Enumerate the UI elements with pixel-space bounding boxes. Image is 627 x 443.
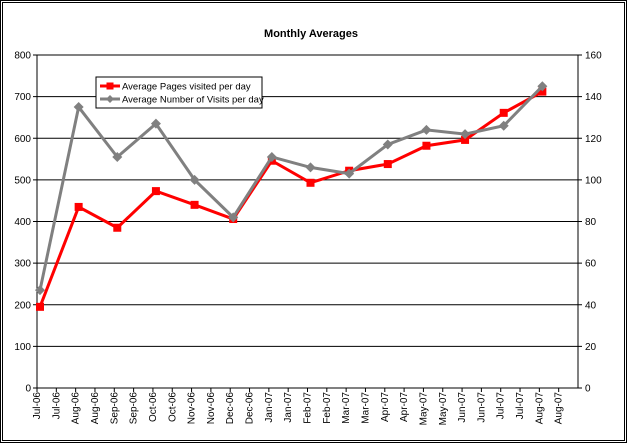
y-tick-label: 600: [14, 134, 31, 145]
x-tick-label: Aug-07: [554, 392, 565, 425]
x-tick-label: Jun-07: [457, 392, 468, 423]
x-tick-label: Feb-07: [303, 392, 314, 424]
y2-tick-label: 140: [585, 92, 602, 103]
point: [306, 178, 315, 187]
series-line: [38, 90, 544, 308]
x-tick-label: Jul-06: [51, 392, 62, 420]
point: [305, 162, 316, 173]
point: [499, 108, 508, 117]
point: [266, 151, 277, 162]
x-tick-label: Apr-07: [399, 392, 410, 422]
point: [421, 124, 432, 135]
point: [382, 139, 393, 150]
point: [422, 141, 431, 150]
y-tick-label: 0: [25, 384, 31, 395]
point: [150, 118, 161, 129]
y2-tick-label: 0: [585, 384, 591, 395]
x-tick-label: Jul-07: [515, 392, 526, 420]
x-tick-label: Nov-06: [206, 392, 217, 425]
y-tick-label: 800: [14, 51, 31, 62]
x-tick-label: Jan-07: [283, 392, 294, 423]
y2-tick-label: 40: [585, 300, 597, 311]
point: [538, 87, 547, 96]
y2-tick-label: 100: [585, 175, 602, 186]
x-tick-label: Jan-07: [264, 392, 275, 423]
legend-marker: [106, 82, 114, 90]
y-tick-label: 100: [14, 342, 31, 353]
x-tick-label: Feb-07: [322, 392, 333, 424]
x-tick-label: Oct-06: [167, 392, 178, 422]
x-tick-label: Sep-06: [109, 392, 120, 425]
x-tick-label: Dec-06: [245, 392, 256, 425]
series-line: [38, 85, 544, 291]
x-tick-label: Aug-06: [90, 392, 101, 425]
y-tick-label: 400: [14, 217, 31, 228]
x-tick-label: Apr-07: [380, 392, 391, 422]
x-tick-label: Sep-06: [129, 392, 140, 425]
point: [112, 151, 123, 162]
y2-tick-label: 80: [585, 217, 597, 228]
point: [73, 102, 84, 113]
y-tick-label: 500: [14, 175, 31, 186]
point: [190, 200, 199, 209]
point: [383, 160, 392, 169]
point: [74, 202, 83, 211]
legend-label: Average Number of Visits per day: [122, 95, 264, 106]
point: [537, 81, 548, 92]
chart-title: Monthly Averages: [264, 28, 358, 40]
y2-tick-label: 160: [585, 51, 602, 62]
x-tick-label: Jun-07: [476, 392, 487, 423]
x-tick-label: Mar-07: [341, 392, 352, 424]
x-tick-label: Nov-06: [187, 392, 198, 425]
y2-tick-label: 60: [585, 259, 597, 270]
x-tick-label: Aug-07: [534, 392, 545, 425]
point: [460, 129, 471, 140]
x-tick-label: Jul-06: [32, 392, 43, 420]
x-tick-label: May-07: [438, 392, 449, 426]
point: [189, 174, 200, 185]
y-tick-label: 200: [14, 300, 31, 311]
x-tick-label: Mar-07: [360, 392, 371, 424]
point: [498, 120, 509, 131]
x-tick-label: Jul-07: [496, 392, 507, 420]
x-tick-label: Dec-06: [225, 392, 236, 425]
legend-marker: [106, 95, 114, 103]
y2-tick-label: 120: [585, 134, 602, 145]
point: [151, 187, 160, 196]
y-tick-label: 300: [14, 259, 31, 270]
legend-label: Average Pages visited per day: [122, 82, 251, 93]
point: [228, 212, 239, 223]
legend-box: [95, 76, 263, 109]
x-tick-label: Oct-06: [148, 392, 159, 422]
point: [113, 223, 122, 232]
x-tick-label: Aug-06: [71, 392, 82, 425]
point: [35, 285, 45, 296]
y-tick-label: 700: [14, 92, 31, 103]
point: [36, 302, 44, 311]
y2-tick-label: 20: [585, 342, 597, 353]
x-tick-label: May-07: [418, 392, 429, 426]
legend: Average Pages visited per day Average Num…: [95, 76, 264, 109]
point: [461, 135, 470, 144]
point: [344, 168, 355, 179]
